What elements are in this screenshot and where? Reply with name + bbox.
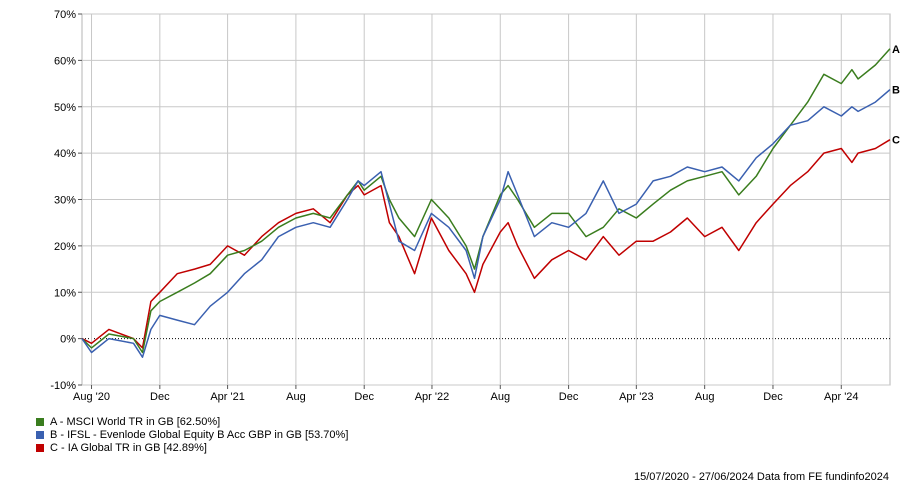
line-chart: -10% 0% 10% 20% 30% 40% 50% 60% 70% Aug '20 Dec Apr… (50, 9, 900, 403)
series-end-label-b: B (892, 85, 900, 97)
series-end-label-a: A (892, 44, 900, 56)
x-tick-label: Aug (286, 391, 306, 403)
x-tick-label: Dec (763, 391, 783, 403)
y-tick-label: 50% (54, 102, 76, 114)
x-tick-label: Dec (559, 391, 579, 403)
x-tick-label: Dec (150, 391, 170, 403)
series-line-b (81, 89, 891, 358)
y-tick-label: 70% (54, 9, 76, 21)
x-tick-label: Apr '22 (415, 391, 450, 403)
y-tick-label: 0% (60, 334, 76, 346)
x-tick-label: Apr '23 (619, 391, 654, 403)
legend-item-a: A - MSCI World TR in GB [62.50%] (36, 416, 348, 428)
legend-swatch-b (36, 431, 44, 439)
legend-label-b: B - IFSL - Evenlode Global Equity B Acc … (50, 429, 349, 441)
legend-label-a: A - MSCI World TR in GB [62.50%] (50, 416, 221, 428)
legend-item-c: C - IA Global TR in GB [42.89%] (36, 442, 348, 454)
series-line-a (81, 48, 891, 354)
x-tick-label: Dec (354, 391, 374, 403)
x-tick-label: Apr '21 (210, 391, 245, 403)
legend-swatch-c (36, 444, 44, 452)
y-tick-label: 10% (54, 287, 76, 299)
series-line-c (81, 139, 891, 349)
x-tick-label: Aug '20 (73, 391, 110, 403)
legend-item-b: B - IFSL - Evenlode Global Equity B Acc … (36, 429, 348, 441)
y-tick-label: -10% (50, 380, 76, 392)
legend-label-c: C - IA Global TR in GB [42.89%] (50, 442, 207, 454)
y-tick-label: 30% (54, 195, 76, 207)
y-tick-label: 20% (54, 241, 76, 253)
data-source-footer: 15/07/2020 - 27/06/2024 Data from FE fun… (633, 471, 889, 483)
series-end-label-c: C (892, 135, 900, 147)
x-tick-label: Aug (695, 391, 715, 403)
y-tick-label: 60% (54, 55, 76, 67)
x-tick-label: Aug (490, 391, 510, 403)
y-tick-label: 40% (54, 148, 76, 160)
legend-swatch-a (36, 418, 44, 426)
x-tick-label: Apr '24 (824, 391, 859, 403)
legend: A - MSCI World TR in GB [62.50%] B - IFS… (36, 416, 348, 455)
